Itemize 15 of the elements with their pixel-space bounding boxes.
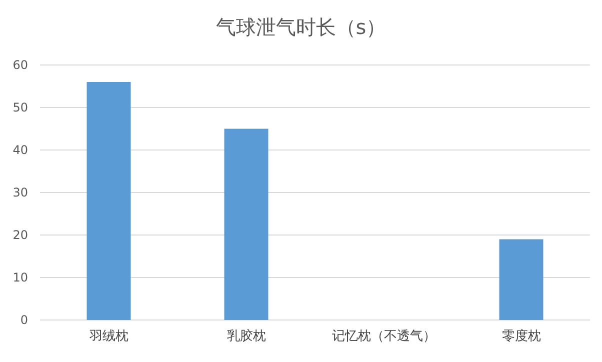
bar: [86, 82, 131, 320]
y-tick-label: 20: [12, 228, 28, 242]
y-tick-label: 40: [12, 143, 28, 157]
chart-title: 气球泄气时长（s）: [216, 15, 386, 39]
y-tick-label: 60: [12, 58, 28, 72]
x-tick-label: 零度枕: [502, 328, 541, 344]
y-tick-label: 50: [12, 100, 28, 114]
y-tick-label: 0: [20, 313, 28, 327]
bar: [499, 239, 544, 320]
bar: [224, 128, 268, 320]
x-tick-label: 乳胶枕: [226, 329, 266, 344]
y-tick-label: 10: [12, 270, 28, 284]
y-tick-label: 30: [12, 186, 28, 200]
x-tick-label: 记忆枕（不透气）: [332, 329, 436, 344]
x-tick-label: 羽绒枕: [88, 329, 128, 344]
